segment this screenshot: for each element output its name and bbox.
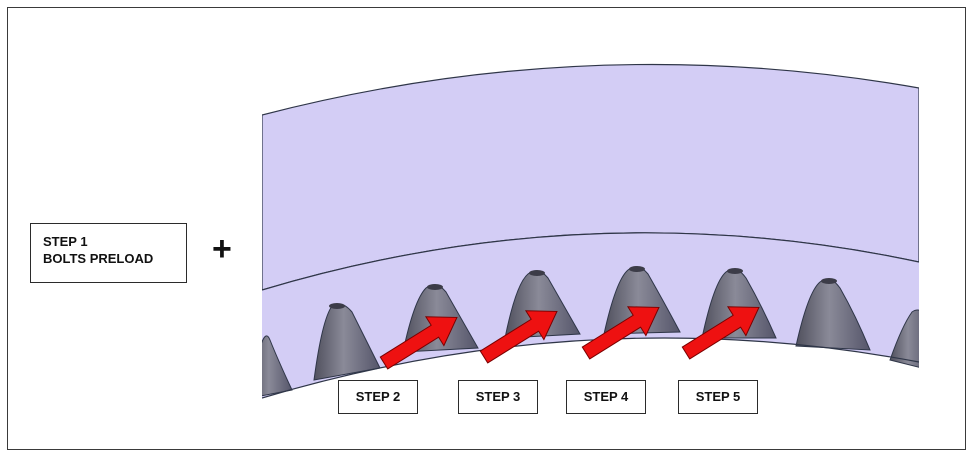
inner-ring-band [262, 232, 919, 398]
step1-title: STEP 1 [43, 234, 88, 249]
red-arrow-icon [479, 310, 558, 364]
step-arrows [379, 306, 760, 370]
step5-label: STEP 5 [678, 380, 758, 414]
ring-bottom-edge [262, 337, 919, 399]
gear-tooth [889, 309, 919, 368]
red-arrow-icon [581, 306, 660, 360]
red-arrow-icon [681, 306, 760, 360]
step4-label: STEP 4 [566, 380, 646, 414]
step3-label: STEP 3 [458, 380, 538, 414]
step2-label: STEP 2 [338, 380, 418, 414]
band-divider-line [262, 232, 919, 291]
red-arrow-icon [379, 316, 458, 370]
step1-label-box: STEP 1 BOLTS PRELOAD [30, 223, 187, 283]
step1-subtitle: BOLTS PRELOAD [43, 251, 154, 266]
plus-icon: + [212, 230, 232, 268]
gear-tooth [262, 335, 293, 397]
